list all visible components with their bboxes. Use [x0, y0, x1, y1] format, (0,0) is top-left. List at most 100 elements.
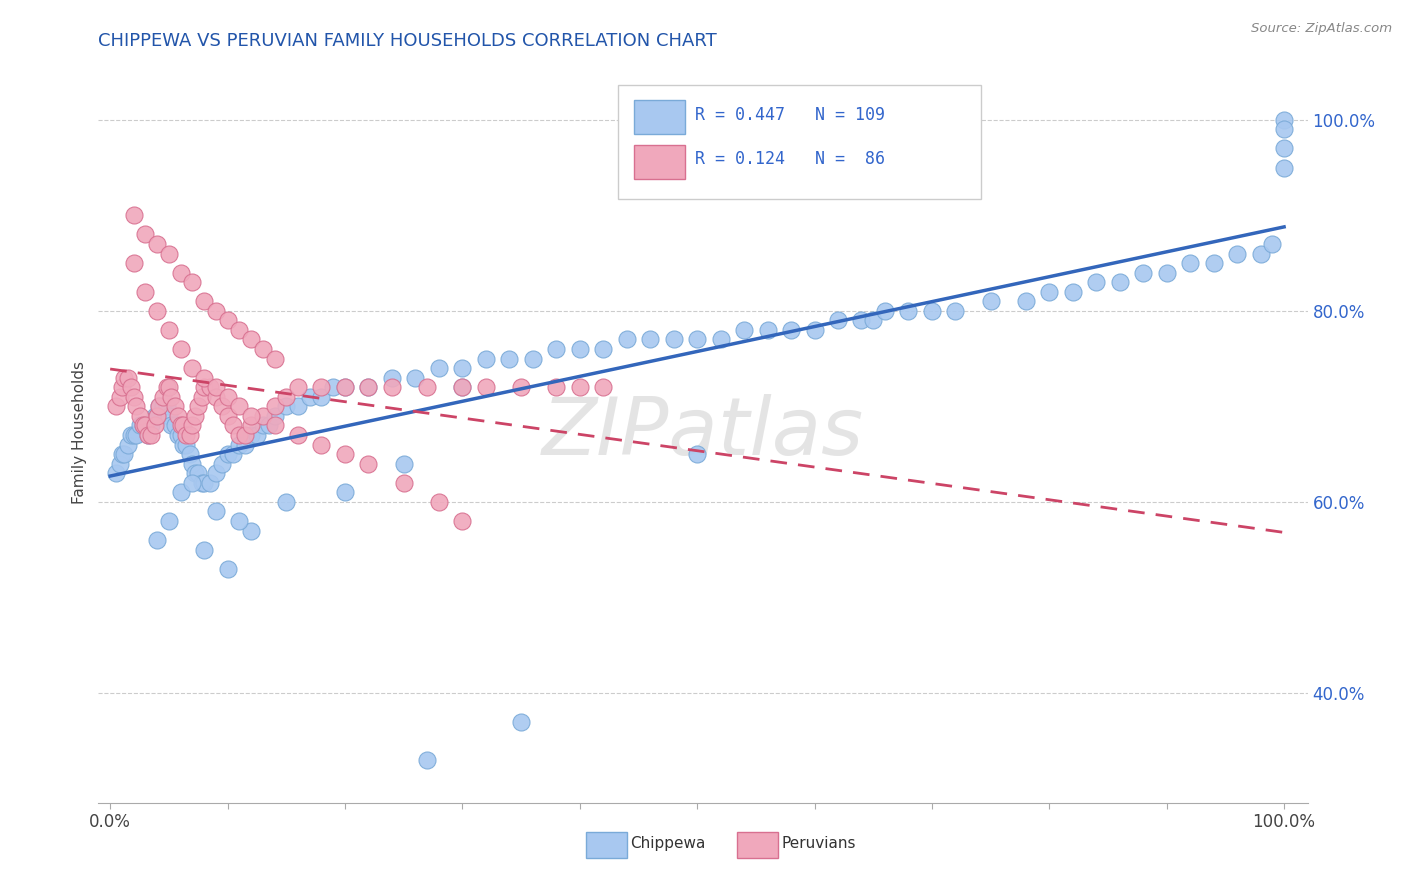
- Point: [287, 400, 309, 414]
- Point: [616, 333, 638, 347]
- Point: [122, 428, 145, 442]
- Point: [134, 418, 156, 433]
- Point: [128, 409, 150, 423]
- Point: [1156, 266, 1178, 280]
- Point: [897, 303, 920, 318]
- Point: [217, 313, 239, 327]
- Point: [217, 447, 239, 461]
- Point: [851, 313, 873, 327]
- Point: [1015, 294, 1038, 309]
- Point: [132, 418, 155, 433]
- Point: [404, 370, 426, 384]
- Point: [638, 333, 661, 347]
- Point: [179, 447, 201, 461]
- Point: [686, 447, 709, 461]
- Point: [392, 457, 415, 471]
- Point: [252, 418, 274, 433]
- Point: [187, 400, 209, 414]
- Point: [522, 351, 544, 366]
- Point: [263, 409, 285, 423]
- Point: [193, 294, 215, 309]
- Point: [287, 428, 309, 442]
- Text: Source: ZipAtlas.com: Source: ZipAtlas.com: [1251, 22, 1392, 36]
- Point: [475, 380, 498, 394]
- Point: [451, 514, 474, 528]
- Point: [451, 380, 474, 394]
- Point: [193, 370, 215, 384]
- Text: R = 0.124   N =  86: R = 0.124 N = 86: [695, 151, 884, 169]
- Point: [167, 428, 190, 442]
- Text: Chippewa: Chippewa: [630, 836, 706, 851]
- Point: [416, 380, 439, 394]
- Point: [1272, 161, 1295, 175]
- Point: [1261, 236, 1284, 251]
- Point: [276, 390, 298, 404]
- Point: [1180, 256, 1202, 270]
- Point: [111, 380, 134, 394]
- Point: [1272, 112, 1295, 127]
- Point: [287, 380, 309, 394]
- Point: [163, 400, 186, 414]
- Point: [134, 227, 156, 242]
- Point: [125, 428, 148, 442]
- Point: [217, 562, 239, 576]
- Point: [333, 380, 356, 394]
- Text: Peruvians: Peruvians: [782, 836, 856, 851]
- Point: [381, 380, 404, 394]
- Point: [176, 437, 198, 451]
- Point: [193, 380, 215, 394]
- Point: [228, 437, 250, 451]
- Point: [193, 542, 215, 557]
- Point: [190, 390, 212, 404]
- Point: [592, 342, 614, 356]
- Point: [132, 418, 155, 433]
- Point: [222, 418, 245, 433]
- Text: R = 0.447   N = 109: R = 0.447 N = 109: [695, 106, 884, 124]
- Point: [257, 418, 280, 433]
- Point: [157, 409, 180, 423]
- Point: [233, 428, 256, 442]
- Point: [240, 333, 263, 347]
- Point: [311, 437, 333, 451]
- Point: [181, 275, 204, 289]
- Point: [228, 514, 250, 528]
- FancyBboxPatch shape: [634, 100, 685, 135]
- Point: [451, 380, 474, 394]
- Point: [105, 400, 128, 414]
- Point: [112, 447, 135, 461]
- Point: [510, 714, 533, 729]
- Point: [921, 303, 943, 318]
- Point: [945, 303, 967, 318]
- Point: [146, 409, 169, 423]
- Point: [117, 370, 139, 384]
- Point: [1272, 122, 1295, 136]
- Point: [143, 409, 166, 423]
- Point: [136, 428, 159, 442]
- Point: [181, 418, 204, 433]
- Point: [157, 514, 180, 528]
- Point: [176, 428, 198, 442]
- Point: [198, 475, 221, 490]
- Point: [1202, 256, 1225, 270]
- Point: [169, 266, 191, 280]
- Point: [263, 418, 285, 433]
- Point: [298, 390, 321, 404]
- Point: [155, 380, 177, 394]
- Point: [381, 370, 404, 384]
- Point: [108, 390, 131, 404]
- Point: [416, 753, 439, 767]
- Point: [733, 323, 755, 337]
- Point: [211, 457, 233, 471]
- Point: [252, 342, 274, 356]
- Point: [240, 409, 263, 423]
- Point: [357, 457, 380, 471]
- Point: [1272, 141, 1295, 155]
- Point: [546, 342, 568, 356]
- Point: [183, 467, 205, 481]
- Point: [217, 390, 239, 404]
- Point: [128, 418, 150, 433]
- Text: CHIPPEWA VS PERUVIAN FAMILY HOUSEHOLDS CORRELATION CHART: CHIPPEWA VS PERUVIAN FAMILY HOUSEHOLDS C…: [98, 32, 717, 50]
- Point: [228, 428, 250, 442]
- Point: [204, 303, 226, 318]
- Point: [263, 400, 285, 414]
